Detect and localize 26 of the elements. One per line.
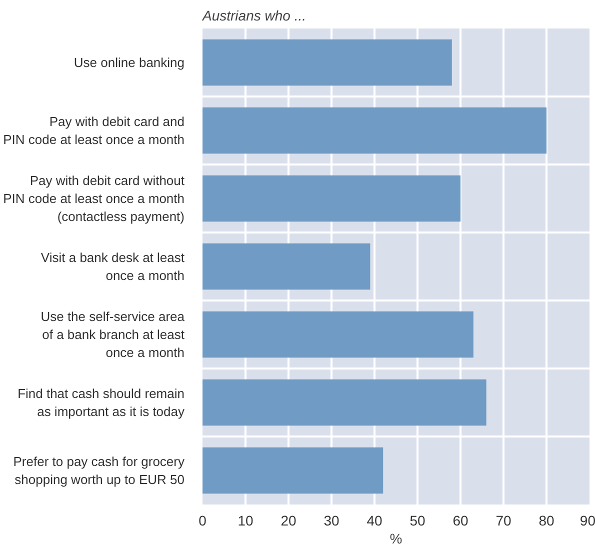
- bar: [202, 311, 474, 358]
- x-tick-label: 70: [496, 512, 512, 528]
- bar: [202, 243, 370, 290]
- x-tick-label: 90: [580, 512, 595, 528]
- bar: [202, 107, 546, 154]
- x-tick-label: 0: [198, 512, 207, 528]
- x-tick-label: 10: [238, 512, 254, 528]
- x-tick-label: 30: [324, 512, 340, 528]
- bar: [202, 39, 452, 86]
- y-tick-label: Use online banking: [74, 55, 184, 70]
- x-axis-title: %: [390, 530, 402, 546]
- y-tick-label: Find that cash should remain as important as it is today: [18, 386, 185, 419]
- x-tick-label: 60: [452, 512, 468, 528]
- bar: [202, 175, 460, 222]
- x-tick-label: 20: [280, 512, 296, 528]
- bar: [202, 379, 486, 426]
- y-tick-label: Pay with debit card without PIN code at least once a month (contactless payment): [3, 173, 185, 224]
- x-tick-label: 50: [410, 512, 426, 528]
- x-tick-label: 80: [538, 512, 554, 528]
- bar: [202, 447, 384, 494]
- chart-title: Austrians who ...: [202, 8, 306, 24]
- y-tick-label: Use the self-service area of a bank branch at least once a month: [40, 309, 186, 360]
- x-tick-label: 40: [366, 512, 382, 528]
- y-tick-label: Pay with debit card and PIN code at least once a month: [3, 114, 185, 147]
- y-tick-label: Prefer to pay cash for grocery shopping worth up to EUR 50: [13, 454, 185, 487]
- y-tick-label: Visit a bank desk at least once a month: [40, 250, 185, 283]
